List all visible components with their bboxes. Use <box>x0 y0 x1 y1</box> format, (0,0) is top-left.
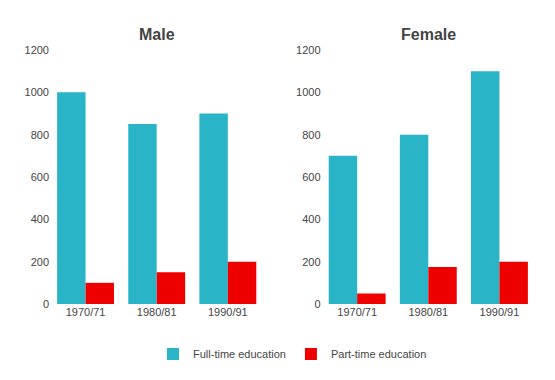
svg-text:1990/91: 1990/91 <box>208 306 248 318</box>
svg-text:600: 600 <box>302 171 320 183</box>
svg-text:200: 200 <box>31 256 49 268</box>
svg-text:Female: Female <box>401 26 456 43</box>
svg-text:1990/91: 1990/91 <box>480 306 520 318</box>
svg-text:1970/71: 1970/71 <box>337 306 377 318</box>
svg-text:1000: 1000 <box>25 86 49 98</box>
svg-text:Part-time education: Part-time education <box>331 348 426 360</box>
svg-text:1000: 1000 <box>296 86 320 98</box>
svg-text:0: 0 <box>314 298 320 310</box>
svg-text:1980/81: 1980/81 <box>408 306 448 318</box>
svg-text:Full-time education: Full-time education <box>193 348 286 360</box>
svg-text:400: 400 <box>31 213 49 225</box>
svg-text:800: 800 <box>31 129 49 141</box>
svg-text:0: 0 <box>43 298 49 310</box>
svg-text:1980/81: 1980/81 <box>137 306 177 318</box>
svg-text:1200: 1200 <box>25 44 49 56</box>
svg-text:200: 200 <box>302 256 320 268</box>
svg-text:1200: 1200 <box>296 44 320 56</box>
svg-text:1970/71: 1970/71 <box>66 306 106 318</box>
svg-text:400: 400 <box>302 213 320 225</box>
svg-text:600: 600 <box>31 171 49 183</box>
svg-text:Male: Male <box>139 26 175 43</box>
svg-text:800: 800 <box>302 129 320 141</box>
